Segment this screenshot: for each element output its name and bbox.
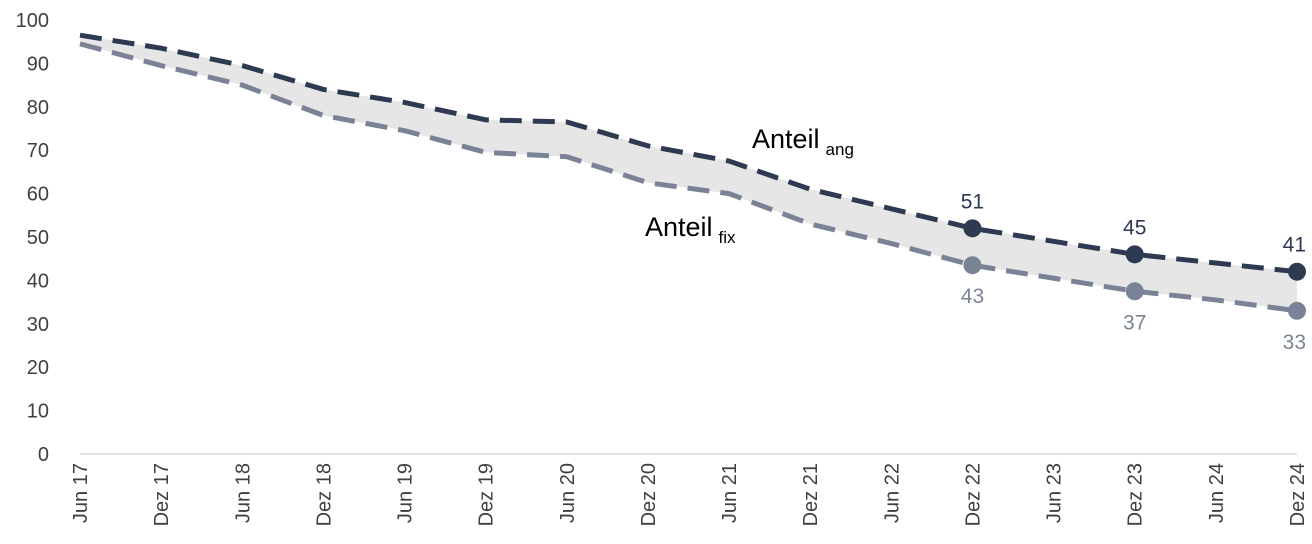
y-tick-label: 60 (27, 184, 49, 206)
y-tick-label: 30 (27, 314, 49, 336)
y-tick-label: 40 (27, 270, 49, 292)
x-tick-label: Dez 19 (476, 463, 498, 526)
x-tick-label: Jun 17 (70, 463, 92, 523)
x-tick-label: Dez 24 (1287, 463, 1309, 526)
x-tick-label: Dez 21 (800, 463, 822, 526)
label-layer: 51 45 41 43 37 33 Anteil ang Anteil fix (645, 124, 1306, 354)
data-label: 45 (1123, 216, 1146, 239)
series-label-fix: Anteil fix (645, 212, 736, 247)
series-label-sub: ang (826, 140, 854, 159)
y-tick-label: 90 (27, 53, 49, 75)
x-tick-label: Dez 23 (1125, 463, 1147, 526)
y-tick-label: 10 (27, 401, 49, 423)
series-label-main: Anteil (752, 124, 820, 154)
series-label-ang: Anteil ang (752, 124, 854, 159)
series-line-fix (79, 41, 1298, 314)
data-marker (963, 256, 982, 275)
data-label: 37 (1123, 311, 1146, 334)
y-tick-label: 80 (27, 97, 49, 119)
data-marker (1288, 301, 1306, 320)
x-tick-label: Jun 19 (395, 463, 417, 523)
data-label: 51 (961, 190, 984, 213)
data-label: 33 (1283, 331, 1306, 354)
series-label-sub: fix (719, 228, 737, 247)
x-tick-label: Jun 22 (881, 463, 903, 523)
x-tick-label: Dez 18 (313, 463, 335, 526)
data-marker (1125, 245, 1144, 264)
series-line-ang (79, 32, 1298, 275)
x-tick-label: Dez 22 (962, 463, 984, 526)
x-tick-label: Jun 18 (232, 463, 254, 523)
x-tick-label: Dez 20 (638, 463, 660, 526)
x-tick-label: Dez 17 (151, 463, 173, 526)
y-tick-label: 70 (27, 140, 49, 162)
axis-layer: 0 10 20 30 40 50 60 70 80 90 100 Jun 17 Dez 17 Jun 18… (16, 10, 1309, 526)
y-tick-label: 20 (27, 357, 49, 379)
data-label: 41 (1283, 234, 1306, 257)
data-marker (1288, 262, 1306, 281)
x-tick-label: Jun 23 (1044, 463, 1066, 523)
x-tick-label: Jun 21 (719, 463, 741, 523)
band-layer (80, 35, 1297, 311)
x-tick-label: Jun 20 (557, 463, 579, 523)
line-layer (79, 32, 1298, 314)
marker-layer (963, 219, 1306, 320)
data-label: 43 (961, 285, 984, 308)
data-marker (1125, 282, 1144, 301)
x-tick-label: Jun 24 (1206, 463, 1228, 523)
band-area (80, 35, 1297, 311)
data-marker (963, 219, 982, 238)
series-label-main: Anteil (645, 212, 713, 242)
y-tick-label: 50 (27, 227, 49, 249)
y-tick-label: 0 (38, 444, 49, 466)
y-tick-label: 100 (16, 10, 49, 32)
